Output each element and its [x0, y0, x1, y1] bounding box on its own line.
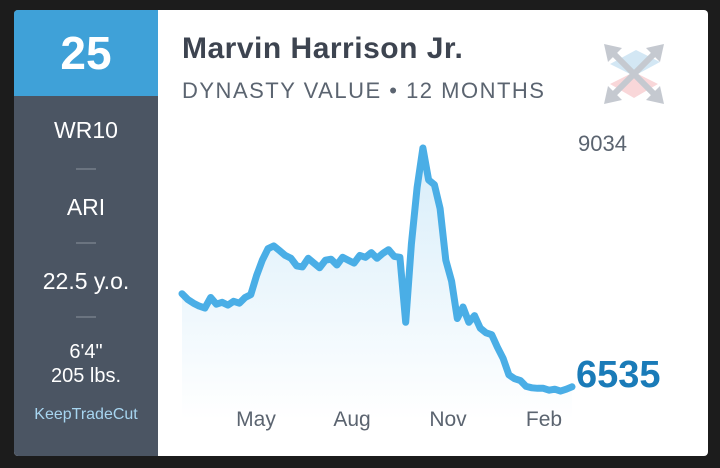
brand-label: KeepTradeCut — [34, 406, 138, 423]
divider — [76, 168, 96, 170]
current-value: 6535 — [576, 354, 661, 396]
position-rank: WR10 — [54, 117, 118, 143]
value-chart — [178, 144, 576, 420]
age: 22.5 y.o. — [42, 268, 130, 294]
value-line — [178, 144, 576, 395]
overall-rank-badge: 25 — [14, 10, 158, 96]
divider — [76, 316, 96, 318]
x-tick-label: Feb — [525, 408, 563, 431]
arrows-cross-icon — [604, 44, 664, 104]
value-area — [182, 148, 572, 420]
player-card: 25 WR10 ARI 22.5 y.o. 6'4" 205 lbs. Keep… — [14, 10, 708, 456]
x-tick-label: Nov — [429, 408, 467, 431]
player-name: Marvin Harrison Jr. — [182, 32, 464, 65]
chart-subtitle: DYNASTY VALUE • 12 MONTHS — [182, 78, 546, 103]
height: 6'4" — [69, 341, 103, 363]
divider — [76, 242, 96, 244]
x-tick-label: Aug — [333, 408, 371, 431]
max-value-label: 9034 — [578, 131, 627, 156]
weight: 205 lbs. — [50, 365, 122, 387]
team: ARI — [66, 194, 106, 220]
player-info-panel: 25 WR10 ARI 22.5 y.o. 6'4" 205 lbs. Keep… — [14, 10, 158, 456]
x-tick-label: May — [236, 408, 276, 431]
